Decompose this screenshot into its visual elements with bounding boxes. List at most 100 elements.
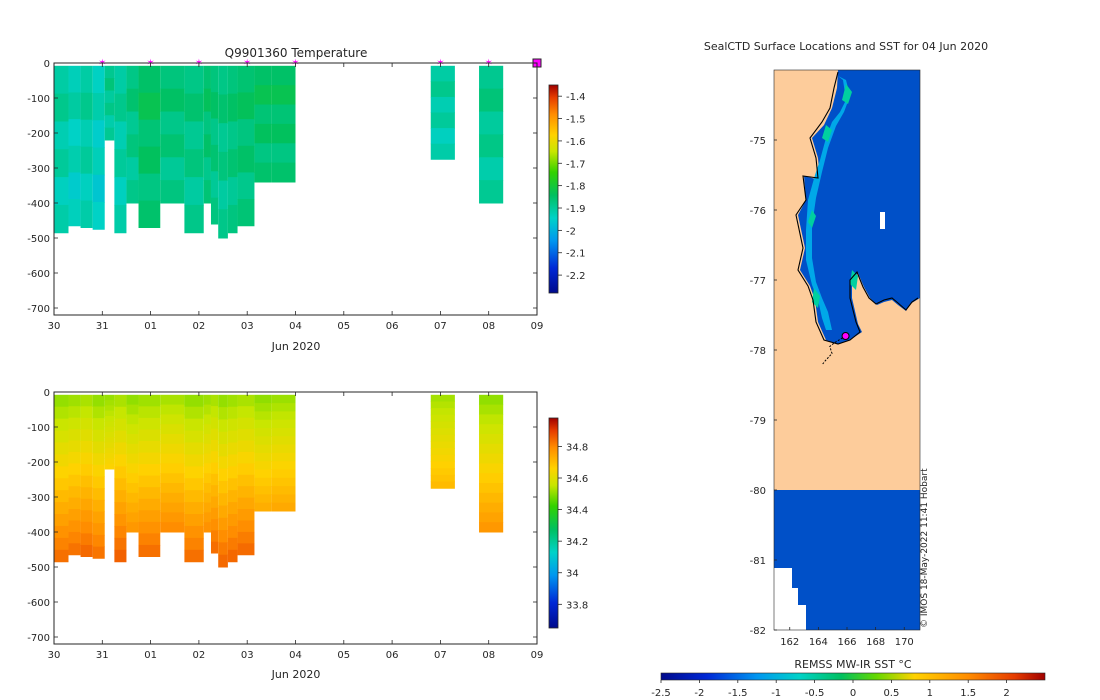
temperature-cell xyxy=(218,123,228,153)
salinity-cell xyxy=(218,505,228,519)
sst-colorbar-tick-label: 1.5 xyxy=(960,688,976,699)
salinity-cell xyxy=(227,466,238,479)
salinity-cell xyxy=(160,434,185,445)
temperature-cell xyxy=(54,121,69,150)
x-tick-label: 07 xyxy=(434,321,447,332)
salinity-cell xyxy=(203,492,211,504)
salinity-cell xyxy=(126,414,139,425)
salinity-cell xyxy=(138,498,161,511)
salinity-colorbar xyxy=(548,417,559,629)
temperature-cell xyxy=(184,65,204,95)
salinity-cell xyxy=(160,414,185,425)
salinity-cell xyxy=(114,478,127,491)
salinity-cell xyxy=(254,494,272,504)
x-tick-label: 30 xyxy=(48,321,61,332)
sst-colorbar-tick-label: 2 xyxy=(1003,688,1009,699)
temperature-cell xyxy=(138,119,161,148)
salinity-panel: 0 -100 -200 -300 -400 -500 -600 -700 30 31 01 02 03… xyxy=(27,388,588,681)
temperature-cell xyxy=(237,145,255,173)
temperature-cell xyxy=(184,177,204,206)
temperature-cell xyxy=(126,134,139,158)
salinity-cell xyxy=(80,510,93,523)
temperature-cell xyxy=(114,121,127,150)
temperature-cell xyxy=(160,111,185,135)
salinity-cell xyxy=(237,451,255,464)
y-tick-label: 0 xyxy=(44,59,50,70)
salinity-cell xyxy=(218,394,228,408)
temperature-cell xyxy=(54,65,69,95)
ice-shelf-white-patch xyxy=(880,212,885,229)
temperature-cell xyxy=(92,93,105,121)
salinity-cell xyxy=(54,549,69,563)
y-tick-label: -700 xyxy=(27,633,50,644)
temperature-cell xyxy=(210,171,219,199)
temperature-profiles xyxy=(54,65,504,239)
temperature-cell xyxy=(104,90,115,104)
salinity-cell xyxy=(237,474,255,487)
sst-map-panel: SealCTD Surface Locations and SST for 04… xyxy=(651,40,1046,699)
x-tick-label: 06 xyxy=(386,321,399,332)
salinity-cell xyxy=(80,464,93,477)
x-tick-label: 30 xyxy=(48,650,61,661)
salinity-cell xyxy=(271,428,296,437)
salinity-cell xyxy=(430,468,455,476)
salinity-cell xyxy=(271,452,296,462)
salinity-cell xyxy=(114,525,127,539)
salinity-cell xyxy=(138,544,161,557)
salinity-cell xyxy=(54,490,69,503)
salinity-cell xyxy=(254,461,272,470)
colorbar-tick-label: -1.8 xyxy=(566,182,586,193)
salinity-cell xyxy=(68,394,81,407)
salinity-profiles xyxy=(54,394,504,568)
salinity-cell xyxy=(54,478,69,491)
x-tick-label: 04 xyxy=(289,650,302,661)
temperature-cell xyxy=(203,111,211,135)
salinity-cell xyxy=(479,443,504,455)
x-tick-label: 07 xyxy=(434,650,447,661)
salinity-cell xyxy=(80,452,93,465)
salinity-cell xyxy=(160,522,185,533)
map-x-tick-label: 164 xyxy=(809,637,828,648)
salinity-cell xyxy=(92,394,105,407)
salinity-cell xyxy=(430,414,455,422)
temperature-cell xyxy=(92,147,105,176)
temperature-cell xyxy=(271,162,296,183)
salinity-cell xyxy=(218,480,228,494)
salinity-cell xyxy=(68,531,81,544)
colorbar-tick-label: 34.4 xyxy=(566,506,588,517)
salinity-cell xyxy=(114,430,127,443)
temperature-cell xyxy=(184,93,204,122)
salinity-cell xyxy=(430,428,455,436)
y-tick-label: -600 xyxy=(27,598,50,609)
salinity-cell xyxy=(80,406,93,419)
temperature-cell xyxy=(54,149,69,178)
x-tick-label: 09 xyxy=(531,321,544,332)
salinity-cell xyxy=(54,466,69,479)
y-tick-label: -500 xyxy=(27,234,50,245)
salinity-cell xyxy=(271,469,296,479)
temperature-cell xyxy=(203,65,211,90)
temperature-cell xyxy=(210,144,219,172)
salinity-cell xyxy=(92,546,105,559)
temperature-cell xyxy=(430,96,455,114)
salinity-cell xyxy=(104,447,115,454)
temperature-cell xyxy=(114,204,127,234)
salinity-cell xyxy=(92,534,105,548)
animal-track xyxy=(822,335,846,365)
salinity-cell xyxy=(126,424,139,435)
southern-sea-block xyxy=(774,490,920,630)
salinity-cell xyxy=(254,502,272,512)
temperature-cell xyxy=(254,85,272,106)
salinity-cell xyxy=(430,421,455,429)
sst-colorbar-tick-label: -2.5 xyxy=(651,688,671,699)
salinity-cell xyxy=(54,514,69,527)
salinity-cell xyxy=(254,403,272,412)
temperature-cell xyxy=(104,78,115,92)
salinity-cell xyxy=(54,442,69,455)
salinity-cell xyxy=(160,463,185,474)
salinity-cell xyxy=(160,512,185,523)
temperature-cell xyxy=(210,118,219,146)
salinity-cell xyxy=(218,431,228,445)
temperature-cell xyxy=(254,143,272,164)
